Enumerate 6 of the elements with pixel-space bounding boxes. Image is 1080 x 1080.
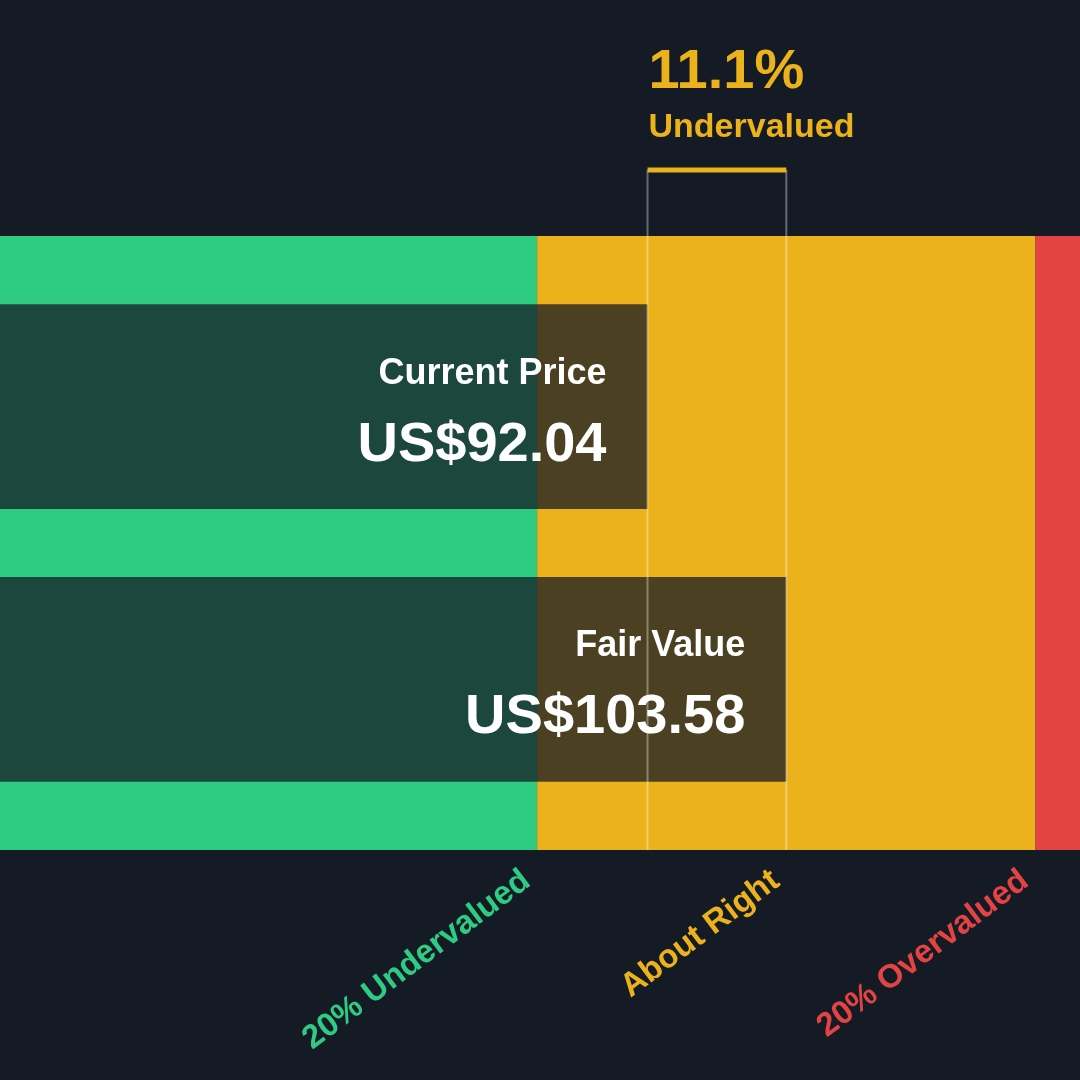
text: 11.1% — [648, 37, 805, 100]
text: Undervalued — [648, 106, 855, 144]
y-tick-label: Fair Value — [575, 623, 746, 665]
data-label: US$103.58 — [465, 682, 746, 746]
data-label: US$92.04 — [357, 409, 607, 473]
y-tick-label: Current Price — [378, 350, 607, 392]
